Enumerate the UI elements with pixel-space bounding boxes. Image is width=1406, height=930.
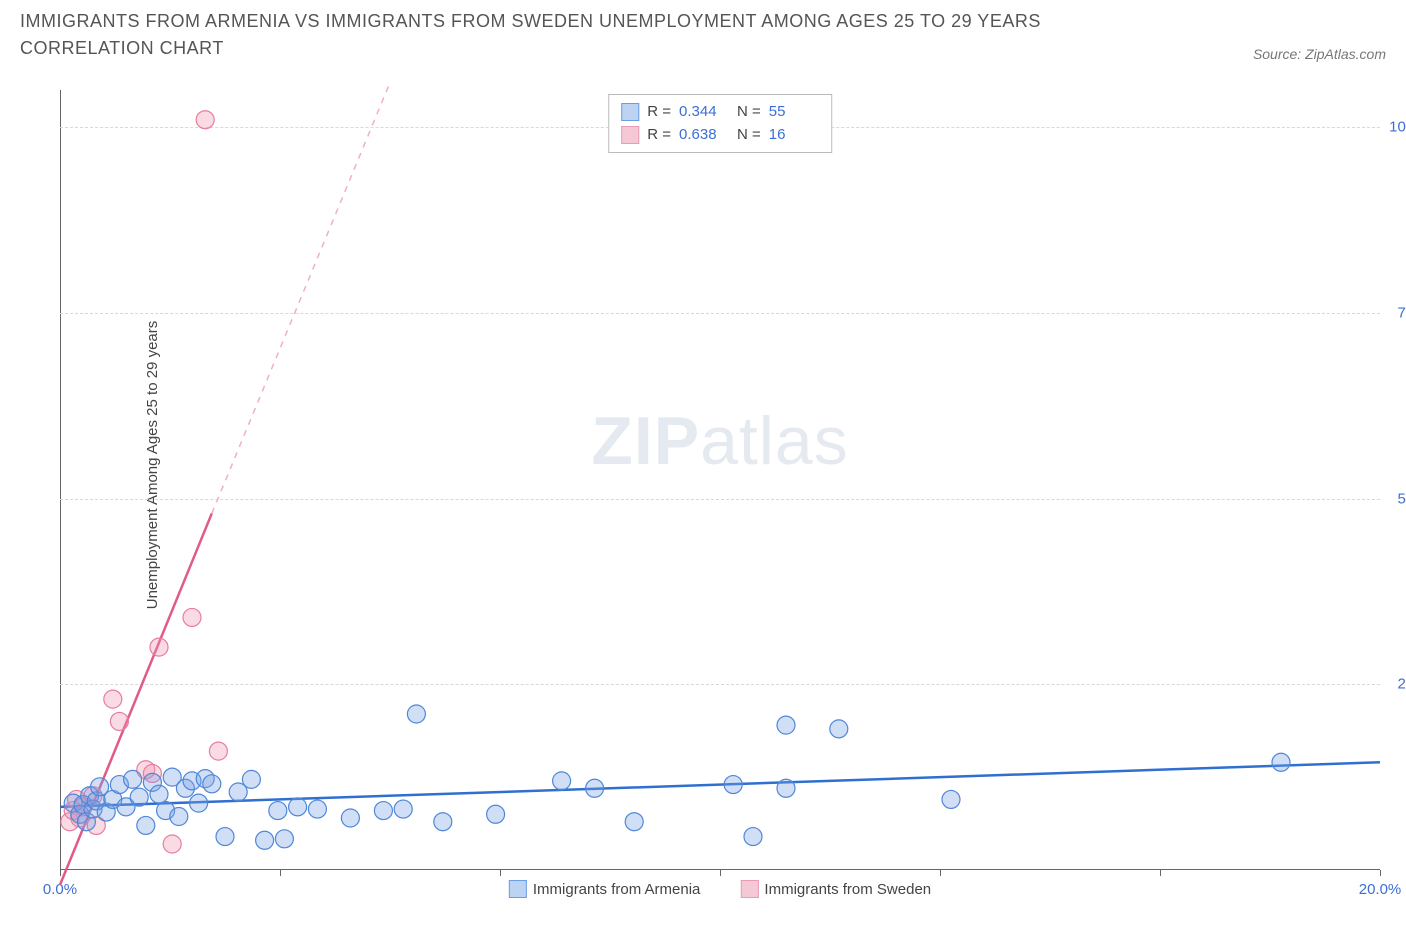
series-label-armenia: Immigrants from Armenia [533,881,701,898]
legend-swatch-armenia [621,103,639,121]
r-value-sweden: 0.638 [679,124,729,147]
chart-title: IMMIGRANTS FROM ARMENIA VS IMMIGRANTS FR… [20,8,1120,62]
correlation-legend: R = 0.344 N = 55 R = 0.638 N = 16 [608,94,832,153]
series-label-sweden: Immigrants from Sweden [764,881,931,898]
x-tick [940,870,941,876]
x-tick-label: 20.0% [1359,881,1402,898]
n-value-armenia: 55 [769,101,819,124]
scatter-chart: 25.0%50.0%75.0%100.0% 0.0%20.0% ZIPatlas… [60,90,1380,870]
r-value-armenia: 0.344 [679,101,729,124]
legend-swatch-armenia-bottom [509,880,527,898]
source-label: Source: ZipAtlas.com [1253,46,1386,62]
y-tick-label: 50.0% [1385,490,1406,507]
legend-swatch-sweden-bottom [740,880,758,898]
y-tick-label: 25.0% [1385,676,1406,693]
x-tick [500,870,501,876]
plot-svg [60,90,1380,870]
series-legend: Immigrants from Armenia Immigrants from … [509,880,931,898]
n-value-sweden: 16 [769,124,819,147]
y-tick-label: 75.0% [1385,304,1406,321]
x-tick [1160,870,1161,876]
y-tick-label: 100.0% [1385,119,1406,136]
x-tick [720,870,721,876]
legend-swatch-sweden [621,126,639,144]
x-tick [280,870,281,876]
x-tick [1380,870,1381,876]
x-tick [60,870,61,876]
